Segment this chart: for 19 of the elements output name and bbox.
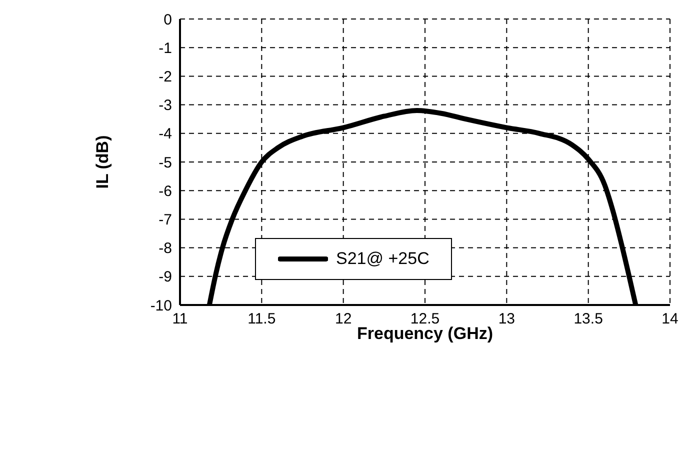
y-tick-label: -1 xyxy=(158,40,172,57)
x-tick-label: 13 xyxy=(498,310,516,328)
x-tick-label: 11 xyxy=(172,310,188,328)
legend-label: S21@ +25C xyxy=(336,249,430,269)
x-tick-label: 13.5 xyxy=(574,310,603,328)
x-tick-label: 11.5 xyxy=(248,310,276,328)
y-tick-label: -7 xyxy=(158,212,172,229)
y-tick-label: -8 xyxy=(158,240,172,258)
y-tick-label: -2 xyxy=(158,68,172,86)
x-tick-label: 14 xyxy=(662,310,678,328)
y-tick-label: -9 xyxy=(158,268,172,286)
y-axis-title: IL (dB) xyxy=(93,135,112,189)
y-tick-label: -5 xyxy=(158,154,172,172)
x-tick-label: 12 xyxy=(334,310,352,328)
y-tick-label: 0 xyxy=(164,11,172,28)
y-tick-label: -6 xyxy=(158,182,172,200)
y-tick-label: -4 xyxy=(158,126,172,143)
y-tick-label: -10 xyxy=(150,297,172,314)
y-tick-label: -3 xyxy=(158,97,172,114)
